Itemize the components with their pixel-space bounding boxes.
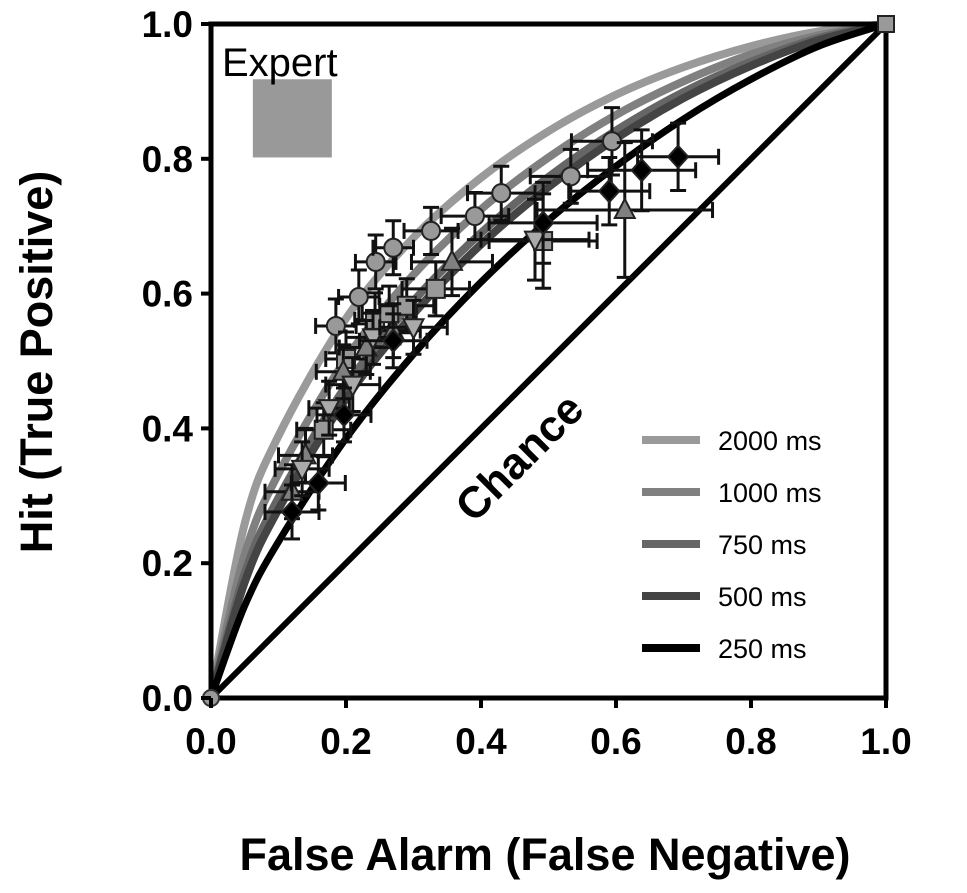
circle-marker <box>365 251 386 272</box>
roc-curves <box>207 20 888 700</box>
data-point-triangle-down <box>273 440 331 498</box>
diamond-marker <box>630 157 654 183</box>
data-point-diamond <box>315 386 373 444</box>
data-point-triangle-down <box>344 308 402 366</box>
triangle-down-marker <box>290 459 314 482</box>
y-tick-label: 0.4 <box>142 408 194 449</box>
legend-label: 500 ms <box>718 582 807 612</box>
data-point-circle <box>439 191 511 242</box>
triangle-down-marker <box>341 375 365 398</box>
legend-label: 1000 ms <box>718 478 822 508</box>
circle-marker <box>560 166 581 187</box>
circle-marker <box>383 237 404 258</box>
endpoint-marker <box>877 15 895 33</box>
data-point-diamond <box>289 454 347 512</box>
diamond-marker <box>306 470 330 496</box>
roc-curve-500-ms <box>207 20 887 700</box>
data-point-triangle-down <box>479 197 591 282</box>
y-tick-label: 1.0 <box>142 4 193 45</box>
data-point-circle <box>371 219 415 277</box>
expert-region <box>252 79 332 158</box>
data-point-triangle-down <box>378 298 449 356</box>
legend-label: 250 ms <box>718 634 807 664</box>
data-point-diamond <box>263 483 321 541</box>
expert-label: Expert <box>222 41 338 85</box>
triangle-up-marker <box>613 196 637 220</box>
triangle-down-marker <box>361 328 385 351</box>
x-tick-label: 0.4 <box>455 721 507 762</box>
x-tick-label: 0.2 <box>320 721 371 762</box>
data-point-square <box>400 260 472 318</box>
y-tick-label: 0.0 <box>142 678 193 719</box>
x-axis-title: False Alarm (False Negative) <box>239 829 850 880</box>
data-point-diamond <box>358 312 429 370</box>
x-tick-label: 0.8 <box>725 721 776 762</box>
x-axis-ticks: 0.0 0.2 0.4 0.6 0.8 1.0 <box>185 698 912 762</box>
y-tick-label: 0.8 <box>142 139 193 180</box>
triangle-up-marker <box>440 248 464 271</box>
roc-curve-2000-ms <box>207 20 887 699</box>
x-tick-label: 0.0 <box>185 721 236 762</box>
data-point-circle <box>353 233 398 291</box>
data-point-diamond <box>567 155 652 227</box>
y-axis-title: Hit (True Positive) <box>11 171 62 554</box>
circle-marker <box>464 206 485 227</box>
legend-label: 2000 ms <box>718 426 822 456</box>
x-tick-label: 1.0 <box>860 721 911 762</box>
triangle-down-marker <box>317 399 341 422</box>
chance-line <box>208 21 889 701</box>
data-point-diamond <box>636 121 721 192</box>
legend-label: 750 ms <box>718 530 807 560</box>
data-point-triangle-up <box>409 226 494 298</box>
triangle-up-marker <box>331 358 355 381</box>
data-points <box>263 106 721 541</box>
diamond-marker <box>531 210 555 236</box>
data-point-diamond <box>487 180 599 265</box>
diamond-marker <box>666 144 690 170</box>
x-tick-label: 0.6 <box>590 721 641 762</box>
data-point-triangle-up <box>535 141 715 279</box>
circle-marker <box>325 315 346 336</box>
chance-label: Chance <box>446 384 593 531</box>
triangle-down-marker <box>523 230 547 253</box>
circle-marker <box>491 183 512 204</box>
roc-curve-250-ms <box>207 20 888 700</box>
y-axis-ticks: 0.0 0.2 0.4 0.6 0.8 1.0 <box>142 4 211 719</box>
data-point-circle <box>466 164 537 222</box>
data-point-circle <box>402 205 460 257</box>
diamond-marker <box>381 328 405 354</box>
diamond-marker <box>597 178 621 204</box>
data-point-circle <box>569 106 654 177</box>
circle-marker <box>421 220 442 241</box>
square-marker <box>425 278 446 299</box>
plot-frame <box>208 21 889 701</box>
y-tick-label: 0.6 <box>142 274 193 315</box>
diamond-marker <box>280 499 304 525</box>
circle-marker <box>348 286 369 307</box>
data-point-circle <box>314 297 358 355</box>
triangle-down-marker <box>401 318 426 341</box>
y-tick-label: 0.2 <box>142 543 193 584</box>
legend: 2000 ms 1000 ms 750 ms 500 ms 250 ms <box>642 426 822 664</box>
diamond-marker <box>332 402 356 428</box>
